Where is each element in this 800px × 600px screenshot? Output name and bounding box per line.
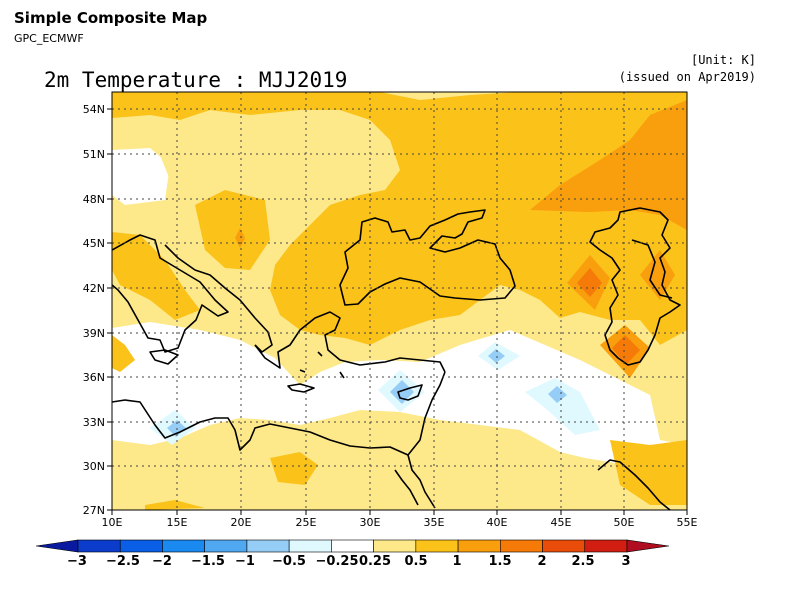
source-label: GPC_ECMWF — [14, 32, 84, 45]
northeast-hot-region — [530, 100, 687, 230]
colorbar-label: 0.5 — [404, 554, 427, 569]
colorbar-label: 1.5 — [488, 554, 511, 569]
adriatic-coast — [164, 244, 273, 353]
crete-coast — [287, 383, 315, 393]
persian-gulf-coast — [597, 459, 671, 510]
lat-label: 51N — [83, 148, 105, 161]
colorbar-label: −3 — [67, 554, 87, 569]
colorbar-label: 2.5 — [571, 554, 594, 569]
colorbar-label: −2 — [152, 554, 172, 569]
colorbar-label: −1.5 — [191, 554, 225, 569]
italy-warm-patch — [112, 232, 200, 320]
italy-coast — [112, 234, 229, 353]
lat-label: 39N — [83, 327, 105, 340]
coastlines — [112, 207, 681, 510]
colorbar-swatch — [119, 539, 163, 553]
lon-label: 15E — [167, 516, 188, 529]
nile-coast — [407, 454, 436, 509]
colorbar-label: 2 — [537, 554, 546, 569]
lon-label: 45E — [551, 516, 572, 529]
lon-label: 50E — [614, 516, 635, 529]
cool-core-iraq — [548, 386, 567, 403]
lat-label: 36N — [83, 371, 105, 384]
lat-label: 30N — [83, 460, 105, 473]
colorbar-label: 1 — [452, 554, 461, 569]
lon-label: 30E — [360, 516, 381, 529]
colorbar-swatch — [204, 539, 248, 553]
colorbar-swatch — [542, 539, 586, 553]
colorbar-label: 3 — [621, 554, 630, 569]
temperature-anomaly-field — [112, 92, 687, 510]
colorbar-label: −0.25 — [316, 554, 359, 569]
lon-label: 25E — [296, 516, 317, 529]
colorbar-swatch — [584, 539, 628, 553]
colorbar-labels: −3 −2.5 −2 −1.5 −1 −0.5 −0.25 0.25 0.5 1… — [67, 554, 631, 569]
caspian-inner-coast — [631, 239, 673, 299]
latitude-labels: 54N 51N 48N 45N 42N 39N 36N 33N 30N 27N — [83, 103, 105, 517]
map-title: 2m Temperature : MJJ2019 — [44, 68, 348, 92]
axis-ticks — [107, 108, 688, 515]
hotspot-core-caucasus — [577, 268, 602, 297]
hotspot-balkan — [235, 228, 245, 248]
lon-label: 20E — [231, 516, 252, 529]
levant-coast — [407, 371, 446, 456]
colorbar-swatch — [457, 539, 501, 553]
colorbar-label: −0.5 — [272, 554, 306, 569]
lat-label: 42N — [83, 282, 105, 295]
lat-label: 33N — [83, 416, 105, 429]
lat-label: 27N — [83, 504, 105, 517]
caspian-coast — [589, 207, 681, 366]
cyprus-coast — [397, 384, 423, 401]
colorbar-swatch — [331, 539, 374, 553]
near-normal-north-region — [112, 148, 170, 205]
page-title: Simple Composite Map — [14, 9, 208, 27]
colorbar — [35, 539, 670, 553]
lat-label: 48N — [83, 193, 105, 206]
greece-turkey-coast — [254, 311, 446, 373]
iberia-warm-patch — [112, 335, 135, 372]
red-sea-coast — [394, 469, 419, 506]
black-sea-coast — [339, 209, 516, 306]
north-africa-coast — [112, 399, 409, 456]
hotspot-core-iran — [612, 335, 640, 365]
issued-label: (issued on Apr2019) — [618, 70, 756, 84]
warm-belt-region — [112, 92, 687, 345]
colorbar-swatch — [500, 539, 543, 553]
lat-label: 54N — [83, 103, 105, 116]
colorbar-swatch — [162, 539, 205, 553]
colorbar-swatch — [288, 539, 332, 553]
hotspot-caspian — [640, 250, 675, 300]
sicily-coast — [149, 349, 179, 365]
colorbar-swatch — [77, 539, 121, 553]
colorbar-label: −1 — [235, 554, 255, 569]
bottom-warm-patch — [145, 500, 205, 510]
lon-label: 10E — [102, 516, 123, 529]
colorbar-swatch — [246, 539, 290, 553]
map-frame — [111, 91, 688, 511]
greek-islands — [299, 351, 345, 379]
lon-label: 40E — [487, 516, 508, 529]
colorbar-swatch — [415, 539, 459, 553]
colorbar-label: −2.5 — [106, 554, 140, 569]
colorbar-swatch — [373, 539, 417, 553]
longitude-labels: 10E 15E 20E 25E 30E 35E 40E 45E 50E 55E — [102, 516, 698, 529]
colorbar-label: 0.25 — [359, 554, 391, 569]
colorbar-arrow-high — [626, 539, 670, 553]
map-grid — [112, 92, 687, 510]
unit-label: [Unit: K] — [690, 53, 756, 67]
lon-label: 35E — [424, 516, 445, 529]
south-east-warm-patch — [610, 440, 687, 505]
lat-label: 45N — [83, 237, 105, 250]
balkan-warm-patch — [195, 190, 270, 270]
colorbar-arrow-low — [35, 539, 79, 553]
lon-label: 55E — [677, 516, 698, 529]
cool-patch-iraq — [525, 378, 600, 435]
cool-core-cyprus — [390, 380, 414, 404]
